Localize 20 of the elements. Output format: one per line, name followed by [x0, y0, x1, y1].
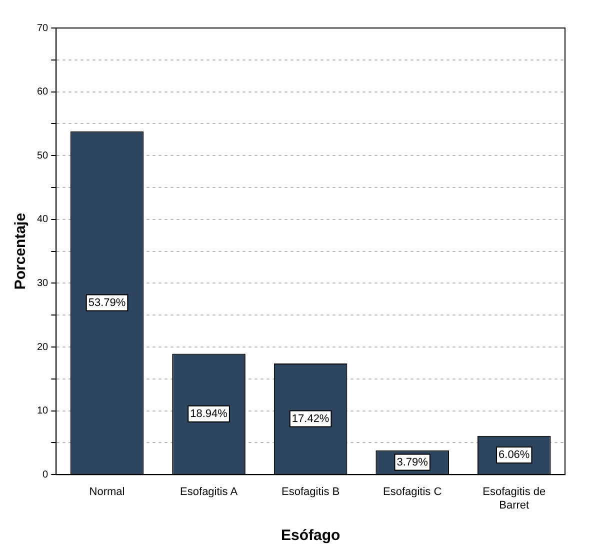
- y-tick-label: 60: [37, 86, 49, 98]
- y-axis-title: Porcentaje: [12, 212, 30, 290]
- y-tick-label: 40: [37, 214, 49, 226]
- x-tick-label: Esofagitis B: [282, 486, 340, 498]
- x-axis-title: Esófago: [280, 527, 340, 544]
- y-tick-label: 70: [37, 22, 49, 34]
- data-label: 3.79%: [396, 456, 428, 468]
- x-tick-label: Esofagitis de Barret: [482, 486, 546, 512]
- y-tick-label: 0: [42, 469, 49, 480]
- y-tick-label: 10: [37, 406, 49, 417]
- y-tick-label: 30: [37, 278, 49, 289]
- x-tick-label: Normal: [89, 486, 125, 498]
- data-label: 18.94%: [190, 408, 228, 420]
- x-tick-label: Esofagitis A: [180, 486, 238, 498]
- y-tick-label: 20: [37, 342, 49, 353]
- y-tick-label: 50: [37, 150, 49, 162]
- data-label: 17.42%: [292, 412, 330, 425]
- data-label: 53.79%: [88, 296, 126, 309]
- data-label: 6.06%: [498, 449, 530, 462]
- x-tick-label: Esofagitis C: [382, 486, 442, 498]
